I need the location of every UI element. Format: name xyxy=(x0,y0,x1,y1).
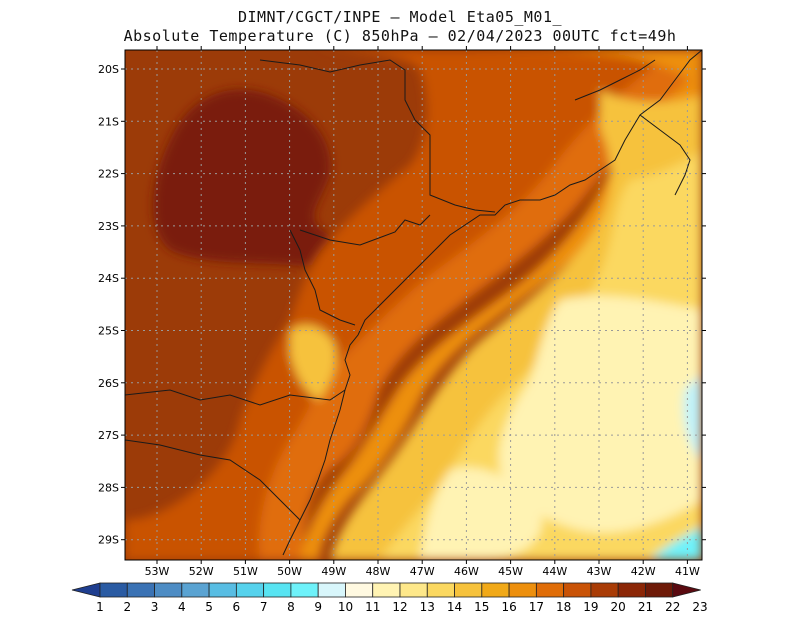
field-pale-south xyxy=(420,467,542,560)
lon-label: 52W xyxy=(189,565,214,578)
colorbar-label: 12 xyxy=(392,600,407,614)
colorbar-swatch xyxy=(126,582,155,598)
colorbar-label: 20 xyxy=(611,600,626,614)
colorbar-swatch xyxy=(208,582,237,598)
lon-label: 45W xyxy=(498,565,523,578)
lat-label: 27S xyxy=(98,429,119,442)
colorbar-swatch xyxy=(508,582,537,598)
colorbar-label: 2 xyxy=(123,600,131,614)
plot-frame xyxy=(124,49,703,561)
lat-label: 25S xyxy=(98,325,119,338)
lon-label: 41W xyxy=(675,565,700,578)
border-mg xyxy=(259,59,496,213)
colorbar-label: 19 xyxy=(583,600,598,614)
lon-label: 48W xyxy=(366,565,391,578)
border-sc-rs xyxy=(125,439,301,521)
colorbar-label: 23 xyxy=(692,600,707,614)
colorbar-swatch xyxy=(617,582,646,598)
colorbar-label: 21 xyxy=(638,600,653,614)
lat-label: 23S xyxy=(98,220,119,233)
coastline xyxy=(282,50,702,556)
colorbar-swatch xyxy=(345,582,374,598)
longitude-axis: 53W 52W 51W 50W 49W 48W 47W 46W 45W 44W 43W 42W 41W xyxy=(145,46,700,578)
latitude-axis: 20S 21S 22S 23S 24S 25S 26S 27S 28S 29S xyxy=(98,63,706,547)
colorbar-label: 7 xyxy=(260,600,268,614)
temperature-field xyxy=(125,50,702,560)
lon-label: 44W xyxy=(542,565,567,578)
colorbar-arrow-right xyxy=(672,582,701,598)
colorbar-swatch xyxy=(535,582,565,598)
colorbar-swatch xyxy=(154,582,183,598)
colorbar-label: 3 xyxy=(151,600,159,614)
colorbar-swatch xyxy=(99,582,128,598)
field-mid-band xyxy=(300,50,702,560)
colorbar-label: 13 xyxy=(420,600,435,614)
colorbar-swatch xyxy=(399,582,428,598)
colorbar-swatch xyxy=(181,582,210,598)
lon-label: 47W xyxy=(410,565,435,578)
colorbar-swatch xyxy=(645,582,674,598)
map-title-line-2: Absolute Temperature (C) 850hPa – 02/04/… xyxy=(123,27,677,45)
map-title-line-1: DIMNT/CGCT/INPE – Model Eta05_M01_ xyxy=(237,8,563,26)
colorbar-swatch xyxy=(454,582,483,598)
colorbar-label: 18 xyxy=(556,600,571,614)
colorbar-label: 11 xyxy=(365,600,380,614)
colorbar-label: 8 xyxy=(287,600,295,614)
field-cold-east xyxy=(683,372,702,460)
lon-label: 50W xyxy=(277,565,302,578)
border-es xyxy=(574,59,656,101)
coastlines-borders xyxy=(125,50,702,556)
colorbar-swatch xyxy=(563,582,592,598)
border-pr-sc xyxy=(125,389,346,406)
lat-label: 22S xyxy=(98,168,119,181)
colorbar-label: 10 xyxy=(338,600,353,614)
colorbar-label: 16 xyxy=(501,600,516,614)
lon-label: 42W xyxy=(631,565,656,578)
colorbar-swatch xyxy=(481,582,510,598)
field-pale-core xyxy=(499,295,702,533)
colorbar-label: 9 xyxy=(314,600,322,614)
lon-label: 46W xyxy=(454,565,479,578)
colorbar-label: 22 xyxy=(665,600,680,614)
lon-label: 43W xyxy=(587,565,612,578)
colorbar-label: 6 xyxy=(233,600,241,614)
lon-label: 53W xyxy=(145,565,170,578)
colorbar-swatch xyxy=(317,582,346,598)
colorbar-swatch xyxy=(372,582,401,598)
colorbar-swatch xyxy=(426,582,455,598)
lat-label: 20S xyxy=(98,63,119,76)
colorbar-swatch xyxy=(290,582,319,598)
lat-label: 28S xyxy=(98,481,119,494)
grid-lines xyxy=(125,50,702,560)
field-warm-band xyxy=(125,50,702,560)
colorbar-label: 14 xyxy=(447,600,462,614)
colorbar-swatch xyxy=(235,582,265,598)
colorbar: 1 2 3 4 5 6 7 8 9 10 11 12 13 14 15 16 17 18 19 20 21 22 23 xyxy=(71,582,708,614)
field-orange-band xyxy=(259,50,702,560)
colorbar-label: 4 xyxy=(178,600,186,614)
field-coastal-strip xyxy=(290,325,337,400)
colorbar-arrow-left xyxy=(71,582,101,598)
colorbar-label: 17 xyxy=(529,600,544,614)
lon-label: 49W xyxy=(321,565,346,578)
colorbar-swatch xyxy=(590,582,619,598)
lat-label: 29S xyxy=(98,534,119,547)
colorbar-label: 15 xyxy=(474,600,489,614)
lat-label: 21S xyxy=(98,115,119,128)
lat-label: 24S xyxy=(98,272,119,285)
lat-label: 26S xyxy=(98,377,119,390)
border-sp-pr xyxy=(299,214,431,246)
border-sp-pr-south xyxy=(289,229,356,326)
colorbar-swatch xyxy=(263,582,292,598)
field-cold-southeast xyxy=(650,525,702,560)
colorbar-label: 5 xyxy=(205,600,213,614)
lon-label: 51W xyxy=(233,565,258,578)
border-rj xyxy=(639,114,691,196)
colorbar-label: 1 xyxy=(96,600,104,614)
